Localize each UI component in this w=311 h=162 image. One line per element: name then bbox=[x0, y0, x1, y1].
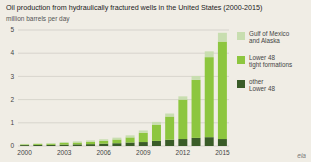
bar-segment bbox=[99, 139, 108, 141]
bar-segment bbox=[218, 33, 227, 42]
bar-segment bbox=[86, 140, 95, 141]
bar-segment bbox=[73, 141, 82, 142]
bar-segment bbox=[218, 42, 227, 139]
bar-segment bbox=[178, 100, 187, 139]
bar-segment bbox=[126, 143, 135, 146]
x-tick-label: 2006 bbox=[96, 149, 111, 156]
bar-segment bbox=[60, 143, 69, 145]
legend-swatch bbox=[237, 32, 245, 40]
chart: Oil production from hydraulically fractu… bbox=[0, 0, 311, 162]
bar-segment bbox=[112, 140, 121, 144]
bar-segment bbox=[139, 142, 148, 146]
bar-segment bbox=[112, 138, 121, 140]
legend-label: Lower 48tight formations bbox=[249, 54, 292, 70]
background bbox=[0, 0, 311, 162]
bar-segment bbox=[20, 144, 29, 146]
y-tick-label: 1 bbox=[10, 119, 14, 126]
bar-segment bbox=[46, 142, 55, 144]
x-tick-label: 2015 bbox=[215, 149, 230, 156]
bar-segment bbox=[218, 139, 227, 146]
grid-line bbox=[18, 53, 229, 54]
y-tick-label: 5 bbox=[10, 26, 14, 33]
bar-segment bbox=[165, 140, 174, 146]
legend-swatch bbox=[237, 56, 245, 64]
y-tick-label: 2 bbox=[10, 96, 14, 103]
bar-segment bbox=[86, 144, 95, 146]
bar-segment bbox=[152, 125, 161, 141]
y-tick-label: 0 bbox=[10, 142, 14, 149]
bar-segment bbox=[112, 143, 121, 146]
bar-segment bbox=[99, 144, 108, 146]
title: Oil production from hydraulically fractu… bbox=[6, 3, 262, 12]
x-tick-label: 2012 bbox=[176, 149, 191, 156]
bar-segment bbox=[165, 114, 174, 117]
x-tick-label: 2009 bbox=[136, 149, 151, 156]
bar-segment bbox=[20, 143, 29, 144]
grid-line bbox=[18, 30, 229, 31]
bar-segment bbox=[205, 137, 214, 146]
bar-segment bbox=[60, 145, 69, 146]
bar-segment bbox=[60, 142, 69, 144]
bar-segment bbox=[139, 133, 148, 142]
subtitle: million barrels per day bbox=[6, 15, 70, 23]
legend-label: Gulf of Mexicoand Alaska bbox=[249, 30, 290, 45]
x-tick-label: 2003 bbox=[57, 149, 72, 156]
bar-segment bbox=[33, 143, 42, 145]
bar-segment bbox=[126, 137, 135, 142]
bar-segment bbox=[178, 96, 187, 99]
bar-segment bbox=[46, 144, 55, 145]
y-tick-label: 3 bbox=[10, 73, 14, 80]
y-tick-label: 4 bbox=[10, 49, 14, 56]
bar-segment bbox=[86, 142, 95, 144]
bar-segment bbox=[33, 145, 42, 146]
bar-segment bbox=[73, 143, 82, 145]
bar-segment bbox=[33, 143, 42, 144]
bar-segment bbox=[99, 141, 108, 144]
bar-segment bbox=[192, 76, 201, 80]
bar-segment bbox=[192, 80, 201, 138]
bar-segment bbox=[139, 130, 148, 132]
annotation: eia bbox=[297, 152, 306, 159]
bar-segment bbox=[192, 138, 201, 146]
bar-segment bbox=[20, 145, 29, 146]
bar-segment bbox=[46, 145, 55, 146]
bar-segment bbox=[152, 122, 161, 125]
bar-segment bbox=[205, 57, 214, 137]
bar-segment bbox=[178, 139, 187, 146]
x-tick-label: 2000 bbox=[17, 149, 32, 156]
bar-segment bbox=[73, 144, 82, 146]
bar-segment bbox=[205, 51, 214, 57]
bar-segment bbox=[165, 117, 174, 140]
bar-segment bbox=[152, 141, 161, 146]
bar-segment bbox=[126, 135, 135, 137]
legend-label: otherLower 48 bbox=[249, 78, 275, 93]
legend-swatch bbox=[237, 80, 245, 88]
bars bbox=[20, 33, 227, 146]
